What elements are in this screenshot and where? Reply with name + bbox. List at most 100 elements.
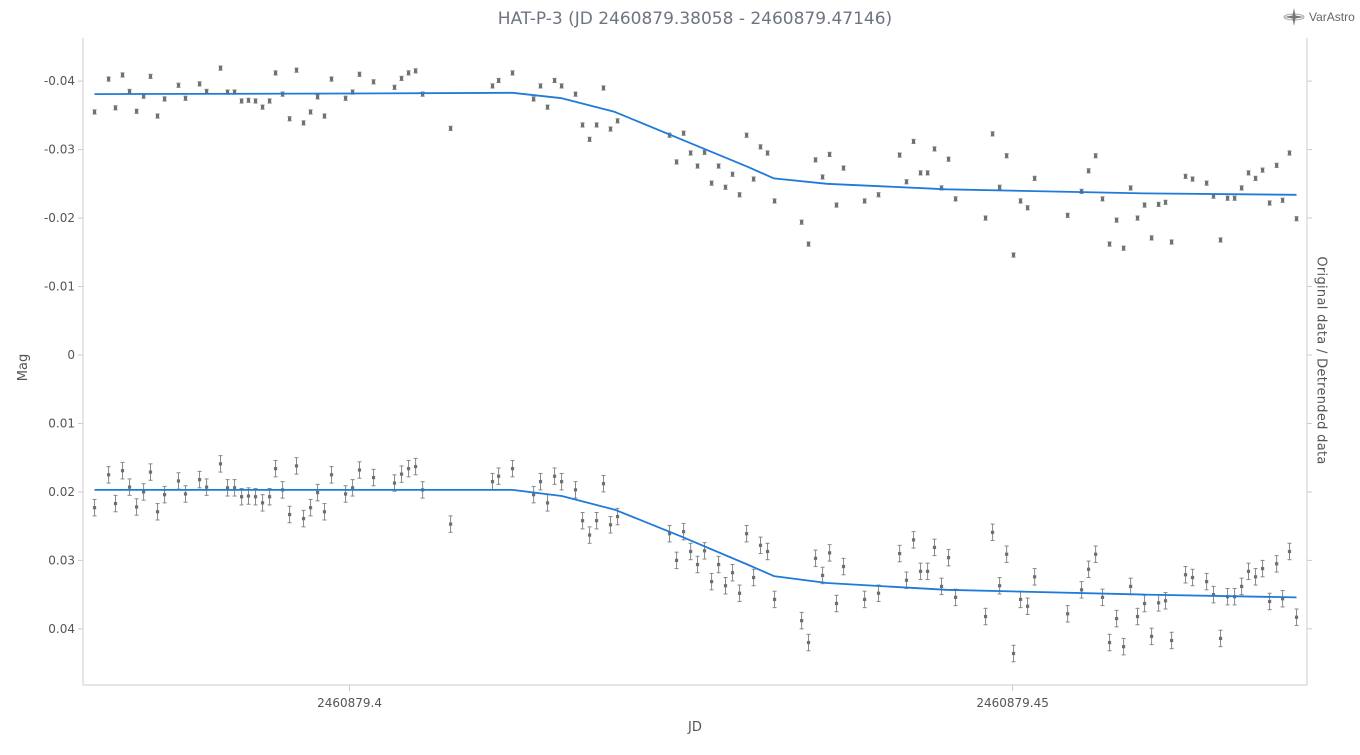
point-marker [545,105,550,109]
point-marker [1149,634,1154,638]
point-marker [510,467,515,471]
data-point [918,562,923,581]
point-marker [1260,567,1265,571]
point-marker [120,469,125,473]
data-point [1232,195,1237,201]
point-marker [240,99,244,103]
point-marker [301,121,306,125]
y-tick-label: -0.04 [44,74,75,88]
point-marker [998,584,1002,588]
data-point [371,468,376,487]
point-marker [983,614,988,619]
point-marker [1107,640,1112,645]
point-marker [765,549,770,554]
data-point [820,566,825,585]
data-point [615,118,620,124]
point-marker [918,569,923,573]
point-marker [127,89,132,94]
point-marker [730,172,735,176]
data-point [1079,581,1084,599]
data-point [448,515,453,533]
data-point [911,138,916,144]
data-point [490,472,495,491]
point-marker [601,86,606,90]
point-marker [841,166,846,170]
data-point [406,459,411,478]
point-marker [421,92,425,96]
data-point [688,150,693,156]
point-marker [717,164,721,168]
point-marker [674,160,679,164]
point-marker [573,92,578,96]
data-point [1025,205,1030,211]
point-marker [946,157,951,161]
data-point [1225,195,1230,201]
point-marker [744,532,749,536]
point-marker [1094,154,1098,158]
point-marker [932,545,937,549]
point-marker [127,485,132,489]
point-marker [106,77,111,81]
data-point [716,163,721,169]
point-marker [1205,580,1209,584]
data-point [681,130,686,136]
point-marker [695,562,700,567]
data-point [225,479,230,497]
point-marker [1100,595,1105,599]
point-marker [1170,638,1174,643]
data-point [1287,150,1292,156]
point-marker [932,147,937,151]
data-point [1086,560,1091,579]
data-point [587,136,592,142]
point-marker [232,486,237,490]
point-marker [911,139,916,143]
point-marker [1011,253,1016,257]
data-point [218,455,223,473]
y-tick-label: 0.03 [48,553,75,567]
point-marker [939,186,944,190]
data-point [667,524,672,543]
data-point [758,536,763,555]
point-marker [142,94,146,98]
point-marker [681,530,686,534]
data-point [559,472,564,491]
data-point [1032,568,1037,586]
point-marker [772,597,777,602]
point-marker [538,84,543,88]
data-point [1156,201,1161,207]
point-marker [752,177,756,181]
y-tick-label: -0.03 [44,143,75,157]
data-point [510,459,515,478]
data-point [1280,590,1285,608]
point-marker [898,153,902,157]
data-point [559,83,564,89]
point-marker [399,472,404,476]
point-marker [1280,597,1285,601]
data-point [932,538,937,557]
point-marker [813,158,818,162]
data-point [392,84,397,90]
point-marker [863,199,867,203]
data-point [357,71,362,77]
point-marker [1114,616,1119,621]
data-point [287,505,292,524]
data-point [1107,241,1112,247]
point-marker [246,494,251,498]
data-point [946,156,951,162]
data-point [723,577,728,595]
data-point [531,96,536,102]
data-point [531,485,536,504]
data-point [1239,577,1244,596]
data-point [294,457,299,475]
point-marker [1260,168,1265,172]
point-marker [730,571,735,575]
point-marker [322,114,327,118]
point-marker [1240,186,1244,190]
point-marker [448,522,453,526]
data-point [127,478,132,496]
point-marker [260,501,265,505]
varastro-logo[interactable]: VarAstro [1282,7,1355,27]
point-marker [357,72,362,76]
data-point [371,79,376,85]
point-marker [1079,588,1084,592]
